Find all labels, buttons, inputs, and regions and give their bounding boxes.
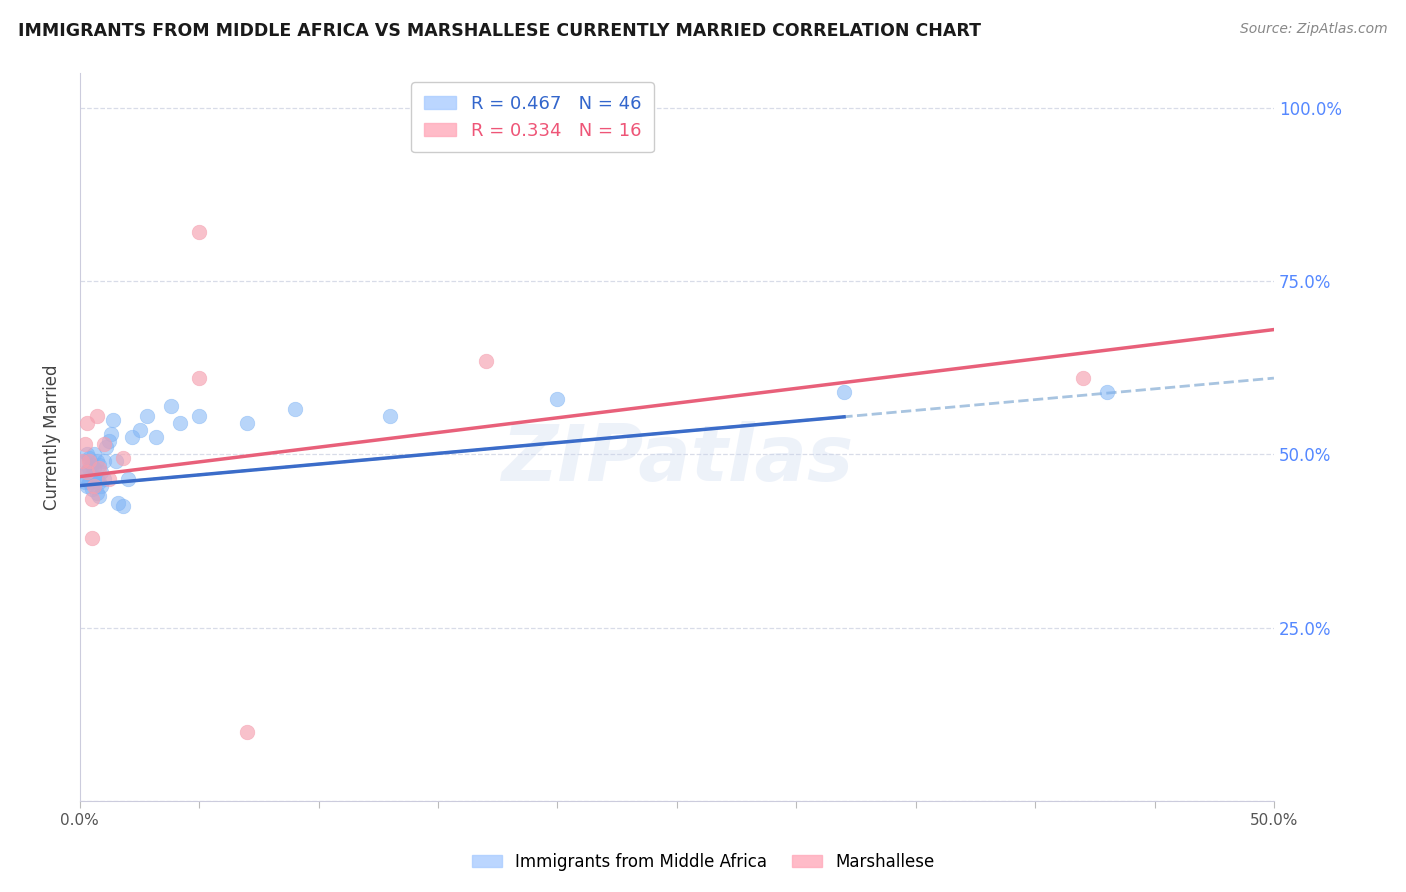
Point bbox=[72, 454, 94, 468]
Point bbox=[93, 472, 115, 486]
Point bbox=[76, 447, 98, 461]
Point bbox=[97, 472, 120, 486]
Point bbox=[547, 392, 569, 406]
Point bbox=[236, 416, 259, 430]
Point bbox=[188, 371, 211, 385]
Y-axis label: Currently Married: Currently Married bbox=[44, 364, 60, 510]
Point bbox=[103, 413, 125, 427]
Point bbox=[159, 399, 181, 413]
Point bbox=[83, 478, 105, 492]
Point bbox=[86, 485, 108, 500]
Point bbox=[100, 426, 122, 441]
Point bbox=[107, 496, 129, 510]
Point bbox=[79, 461, 101, 475]
Text: Source: ZipAtlas.com: Source: ZipAtlas.com bbox=[1240, 22, 1388, 37]
Point bbox=[111, 500, 134, 514]
Point bbox=[104, 454, 127, 468]
Point bbox=[1095, 384, 1118, 399]
Point bbox=[80, 468, 103, 483]
Point bbox=[188, 409, 211, 424]
Point bbox=[1071, 371, 1094, 385]
Point bbox=[79, 454, 101, 468]
Point bbox=[87, 461, 110, 475]
Point bbox=[80, 531, 103, 545]
Point bbox=[73, 437, 96, 451]
Point bbox=[93, 454, 115, 468]
Point bbox=[73, 454, 96, 468]
Point bbox=[832, 384, 855, 399]
Legend: Immigrants from Middle Africa, Marshallese: Immigrants from Middle Africa, Marshalle… bbox=[463, 845, 943, 880]
Point bbox=[97, 434, 120, 448]
Text: ZIPatlas: ZIPatlas bbox=[501, 421, 853, 497]
Point bbox=[90, 465, 112, 479]
Text: IMMIGRANTS FROM MIDDLE AFRICA VS MARSHALLESE CURRENTLY MARRIED CORRELATION CHART: IMMIGRANTS FROM MIDDLE AFRICA VS MARSHAL… bbox=[18, 22, 981, 40]
Point bbox=[76, 478, 98, 492]
Point bbox=[80, 458, 103, 472]
Point bbox=[111, 450, 134, 465]
Point bbox=[87, 489, 110, 503]
Point bbox=[80, 492, 103, 507]
Point bbox=[87, 475, 110, 490]
Point bbox=[79, 450, 101, 465]
Point bbox=[94, 441, 117, 455]
Point bbox=[128, 423, 150, 437]
Point bbox=[475, 353, 498, 368]
Point bbox=[121, 430, 143, 444]
Point bbox=[86, 454, 108, 468]
Point bbox=[236, 724, 259, 739]
Point bbox=[93, 437, 115, 451]
Point bbox=[135, 409, 157, 424]
Point bbox=[145, 430, 167, 444]
Point bbox=[117, 472, 139, 486]
Point bbox=[76, 465, 98, 479]
Point bbox=[79, 475, 101, 490]
Point bbox=[83, 447, 105, 461]
Point bbox=[86, 472, 108, 486]
Point bbox=[284, 402, 307, 417]
Point bbox=[380, 409, 402, 424]
Point bbox=[188, 226, 211, 240]
Legend: R = 0.467   N = 46, R = 0.334   N = 16: R = 0.467 N = 46, R = 0.334 N = 16 bbox=[412, 82, 654, 153]
Point bbox=[76, 416, 98, 430]
Point bbox=[83, 461, 105, 475]
Point bbox=[83, 472, 105, 486]
Point bbox=[86, 409, 108, 424]
Point bbox=[169, 416, 191, 430]
Point bbox=[80, 482, 103, 496]
Point bbox=[73, 475, 96, 490]
Point bbox=[76, 465, 98, 479]
Point bbox=[87, 458, 110, 472]
Point bbox=[90, 478, 112, 492]
Point bbox=[72, 468, 94, 483]
